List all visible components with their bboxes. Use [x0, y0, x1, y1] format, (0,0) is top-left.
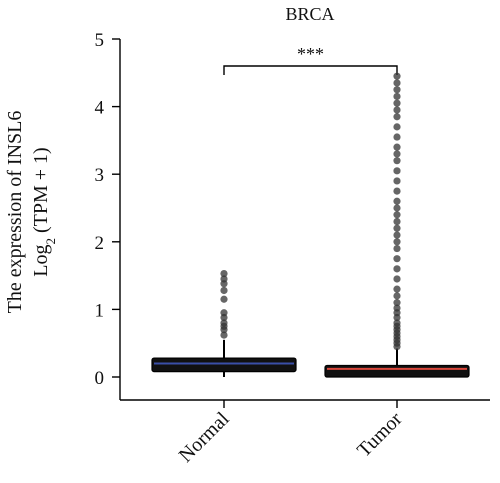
outlier-point [393, 211, 401, 219]
outlier-point [393, 299, 401, 307]
significance-stars: *** [297, 44, 324, 64]
outlier-point [393, 319, 401, 327]
outlier-point [393, 157, 401, 165]
significance-bracket: *** [223, 44, 398, 75]
y-tick-label: 0 [95, 368, 105, 389]
outlier-point [393, 265, 401, 273]
outlier-point [393, 79, 401, 87]
x-tick-label-tumor: Tumor [353, 408, 407, 462]
boxes [151, 72, 470, 378]
box-tumor [324, 72, 470, 378]
outlier-point [220, 295, 228, 303]
outlier-point [393, 143, 401, 151]
y-tick-label: 2 [95, 233, 105, 254]
outlier-point [393, 92, 401, 101]
outlier-point [393, 204, 401, 212]
outlier-point [393, 238, 401, 246]
outlier-point [220, 309, 228, 317]
outlier-point [393, 123, 401, 131]
outlier-point [393, 187, 401, 195]
outlier-point [220, 286, 228, 295]
outlier-point [220, 319, 228, 327]
outlier-point [393, 72, 401, 80]
outlier-point [393, 177, 401, 185]
outlier-point [393, 197, 401, 205]
chart-title: BRCA [285, 4, 334, 24]
outlier-point [393, 133, 401, 141]
x-tick-label-normal: Normal [175, 408, 234, 467]
x-tick-labels: Normal Tumor [175, 408, 407, 467]
y-tick-label: 3 [95, 165, 105, 186]
outlier-point [393, 217, 401, 226]
outlier-point [393, 99, 401, 107]
outlier-point [393, 244, 401, 253]
box-iqr [324, 364, 470, 378]
outlier-point [393, 255, 401, 263]
outlier-point [393, 285, 401, 293]
box-iqr [151, 357, 297, 373]
axes: 0 1 2 3 4 5 [95, 30, 490, 408]
outlier-point [393, 150, 401, 158]
y-axis-label-line2: Log2 (TPM + 1) [30, 147, 58, 276]
outlier-point [393, 86, 401, 94]
y-axis-label: The expression of INSL6 Log2 (TPM + 1) [4, 111, 58, 314]
box-normal [151, 269, 297, 377]
outlier-point [393, 106, 401, 114]
outlier-point [393, 224, 401, 232]
outlier-point [393, 113, 401, 121]
outlier-point [220, 269, 228, 278]
outlier-point [393, 304, 401, 312]
outlier-point [393, 275, 401, 283]
y-tick-label: 1 [95, 300, 105, 321]
y-axis-label-line1: The expression of INSL6 [4, 111, 26, 314]
y-tick-label: 4 [95, 98, 105, 119]
y-tick-label: 5 [95, 30, 105, 51]
outlier-point [393, 167, 401, 175]
outlier-point [393, 292, 401, 300]
outlier-point [220, 275, 228, 283]
outlier-point [220, 331, 228, 339]
bracket-line [223, 65, 398, 75]
outlier-point [393, 231, 401, 239]
